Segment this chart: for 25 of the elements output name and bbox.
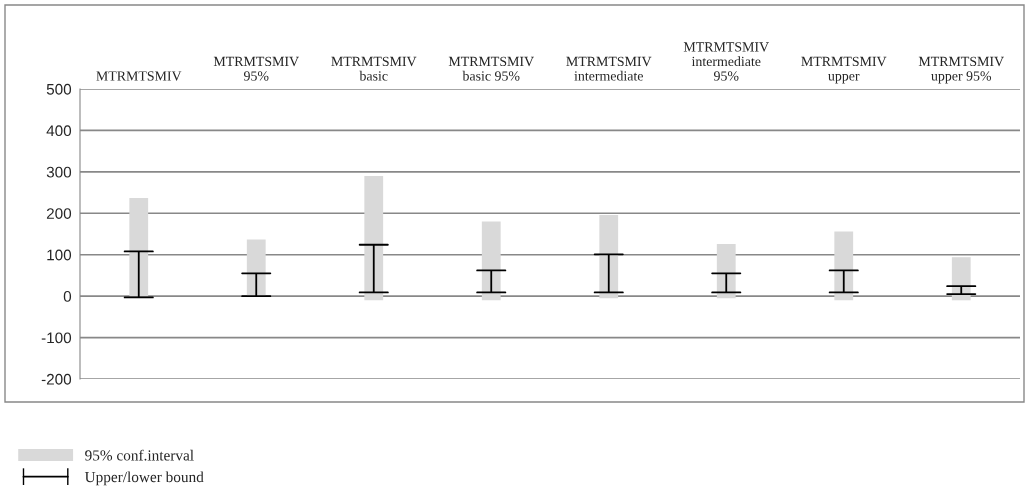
x-tick-label: MTRMTSMIV 95% [213, 56, 299, 81]
bar [716, 243, 736, 299]
legend-label: 95% conf.interval [85, 449, 194, 461]
bar [481, 221, 501, 301]
bar [246, 239, 266, 297]
x-tick-label: MTRMTSMIV basic 95% [448, 56, 534, 81]
bar [364, 176, 384, 301]
bar [599, 214, 619, 299]
y-tick-label: 200 [46, 208, 72, 219]
y-tick-label: -200 [41, 373, 72, 385]
text: Upper/lower bound [84, 471, 204, 486]
x-tick-label: MTRMTSMIV intermediate [566, 56, 652, 81]
x-tick-label: MTRMTSMIV upper [801, 56, 887, 84]
y-tick-label: 300 [46, 166, 72, 178]
y-tick-label: 0 [63, 291, 72, 302]
y-tick-label: 100 [47, 249, 72, 261]
x-tick-label: MTRMTSMIV [96, 71, 182, 81]
x-tick-label: MTRMTSMIV basic [331, 56, 417, 81]
x-tick-label: MTRMTSMIV upper 95% [918, 56, 1004, 84]
y-tick-label: 500 [46, 83, 72, 95]
bar [834, 231, 854, 301]
x-tick-label: MTRMTSMIV intermediate 95% [683, 42, 769, 81]
y-tick-label: 400 [46, 125, 72, 137]
bar [129, 197, 149, 297]
y-tick-label: -100 [41, 332, 72, 344]
